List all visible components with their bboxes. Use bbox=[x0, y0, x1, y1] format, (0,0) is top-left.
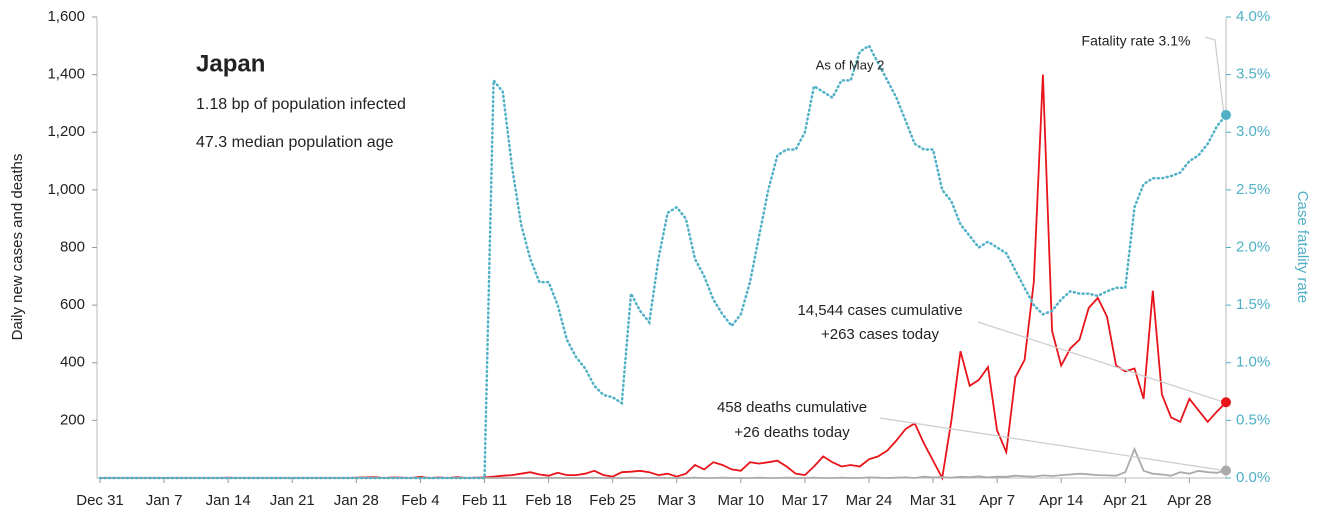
annotation: 1.18 bp of population infected bbox=[196, 96, 406, 113]
y-tick-label: 600 bbox=[60, 296, 85, 313]
leader-line bbox=[1204, 36, 1225, 116]
x-tick-label: Apr 28 bbox=[1167, 492, 1211, 509]
y2-tick-label: 1.0% bbox=[1236, 354, 1270, 371]
y-tick-label: 200 bbox=[60, 411, 85, 428]
x-tick-label: Dec 31 bbox=[76, 492, 124, 509]
y2-axis-label: Case fatality rate bbox=[1294, 191, 1311, 304]
x-tick-label: Feb 11 bbox=[462, 492, 508, 509]
leader-line bbox=[977, 321, 1225, 403]
annotation: +26 deaths today bbox=[734, 424, 850, 441]
x-tick-label: Mar 10 bbox=[717, 492, 764, 509]
series-line bbox=[100, 446, 1227, 479]
y2-tick-label: 0.0% bbox=[1236, 469, 1270, 486]
annotation: 14,544 cases cumulative bbox=[797, 302, 962, 319]
y-tick-label: 1,200 bbox=[47, 123, 85, 140]
x-tick-label: Apr 14 bbox=[1039, 492, 1083, 509]
y-tick-label: 800 bbox=[60, 238, 85, 255]
x-tick-label: Jan 7 bbox=[146, 492, 183, 509]
y-tick-label: 1,400 bbox=[47, 66, 85, 83]
annotation: 47.3 median population age bbox=[196, 134, 394, 151]
y2-tick-label: 4.0% bbox=[1236, 8, 1270, 25]
annotation: +263 cases today bbox=[821, 326, 940, 343]
y-tick-label: 1,000 bbox=[47, 181, 85, 198]
x-tick-label: Jan 21 bbox=[270, 492, 315, 509]
x-tick-label: Feb 4 bbox=[401, 492, 439, 509]
x-tick-label: Mar 24 bbox=[846, 492, 893, 509]
x-tick-label: Jan 14 bbox=[206, 492, 251, 509]
end-marker bbox=[1221, 397, 1231, 408]
x-tick-label: Mar 3 bbox=[658, 492, 696, 509]
annotation: Fatality rate 3.1% bbox=[1082, 33, 1191, 49]
x-tick-label: Mar 31 bbox=[910, 492, 957, 509]
y-tick-label: 400 bbox=[60, 354, 85, 371]
y2-tick-label: 2.5% bbox=[1236, 181, 1270, 198]
x-tick-label: Apr 21 bbox=[1103, 492, 1147, 509]
annotation: 458 deaths cumulative bbox=[717, 399, 867, 416]
y2-tick-label: 0.5% bbox=[1236, 411, 1270, 428]
y-axis-label: Daily new cases and deaths bbox=[9, 154, 26, 341]
y2-tick-label: 3.5% bbox=[1236, 66, 1270, 83]
y2-tick-label: 1.5% bbox=[1236, 296, 1270, 313]
x-tick-label: Jan 28 bbox=[334, 492, 379, 509]
x-tick-label: Apr 7 bbox=[979, 492, 1015, 509]
x-tick-label: Mar 17 bbox=[782, 492, 829, 509]
annotation: As of May 2 bbox=[816, 57, 885, 72]
end-marker bbox=[1221, 109, 1231, 120]
leader-line bbox=[879, 417, 1225, 472]
x-tick-label: Feb 25 bbox=[589, 492, 636, 509]
end-marker bbox=[1221, 465, 1231, 476]
annotation: Japan bbox=[196, 50, 265, 77]
y-tick-label: 1,600 bbox=[47, 8, 85, 25]
x-tick-label: Feb 18 bbox=[525, 492, 572, 509]
y2-tick-label: 3.0% bbox=[1236, 123, 1270, 140]
y2-tick-label: 2.0% bbox=[1236, 238, 1270, 255]
